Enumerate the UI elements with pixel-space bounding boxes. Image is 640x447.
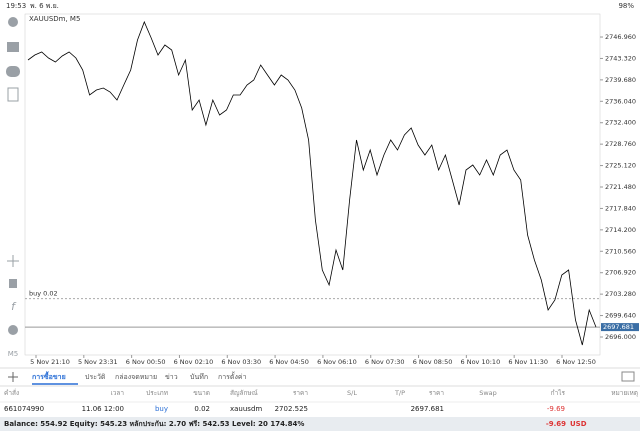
x-tick-label: 5 Nov 21:10 xyxy=(30,358,70,366)
trade-icon[interactable] xyxy=(7,42,19,52)
column-header: S/L xyxy=(347,389,357,397)
x-tick-label: 6 Nov 02:10 xyxy=(174,358,214,366)
total-profit: -9.69 xyxy=(546,420,566,428)
y-tick-label: 2714.200 xyxy=(605,226,636,234)
table-cell: 2702.525 xyxy=(275,405,308,413)
chat-icon[interactable] xyxy=(6,66,20,77)
column-header: Swap xyxy=(479,389,497,397)
table-cell: 11.06 12:00 xyxy=(82,405,124,413)
x-tick-label: 6 Nov 12:50 xyxy=(556,358,596,366)
column-header: ประเภท xyxy=(146,389,168,397)
table-cell: xauusdm xyxy=(230,405,262,413)
status-time: 19:53 xyxy=(6,2,26,10)
y-tick-label: 2736.040 xyxy=(605,97,636,105)
x-tick-label: 5 Nov 23:31 xyxy=(78,358,118,366)
new-order-icon[interactable] xyxy=(7,87,19,102)
indicator-icon[interactable] xyxy=(9,279,17,288)
plot: 2746.960 2743.320 2739.680 2736.040 2732.400… xyxy=(25,20,639,366)
table-cell: -9.69 xyxy=(547,405,565,413)
column-header: T/P xyxy=(394,389,405,397)
account-summary: Balance: 554.92 Equity: 545.23 หลักประกั… xyxy=(4,420,304,428)
currency: USD xyxy=(570,420,587,428)
y-tick-label: 2699.640 xyxy=(605,312,636,320)
function-icon[interactable]: f xyxy=(11,300,17,313)
x-tick-label: 6 Nov 03:30 xyxy=(221,358,261,366)
column-header: สัญลักษณ์ xyxy=(230,389,258,397)
status-date: พ. 6 พ.ย. xyxy=(30,2,59,10)
footer-bar xyxy=(0,417,640,431)
y-tick-label: 2732.400 xyxy=(605,119,636,127)
order-label: buy 0.02 xyxy=(29,290,58,298)
y-tick-label: 2743.320 xyxy=(605,54,636,62)
account-icon[interactable] xyxy=(8,17,18,27)
x-tick-label: 6 Nov 11:30 xyxy=(508,358,548,366)
timeframe-icon[interactable]: M5 xyxy=(8,350,19,358)
column-header: คำสั่ง xyxy=(4,388,19,397)
y-tick-label: 2728.760 xyxy=(605,140,636,148)
tab[interactable]: ประวัติ xyxy=(85,373,106,381)
tab[interactable]: กล่องจดหมาย xyxy=(115,373,157,381)
toolbar: f M5 xyxy=(6,17,20,358)
y-tick-label: 2706.920 xyxy=(605,269,636,277)
table-cell: 661074990 xyxy=(4,405,44,413)
x-tick-label: 6 Nov 10:10 xyxy=(461,358,501,366)
tabs: การซื้อขาย ประวัติ กล่องจดหมาย ข่าว บันทึก กา… xyxy=(32,370,247,385)
crosshair-icon[interactable] xyxy=(7,255,19,267)
table-cell: 0.02 xyxy=(194,405,210,413)
add-tab-icon[interactable] xyxy=(8,372,18,382)
table-cell: buy xyxy=(155,405,168,413)
y-tick-label: 2703.280 xyxy=(605,290,636,298)
tab[interactable]: การตั้งค่า xyxy=(218,370,247,381)
tab[interactable]: ข่าว xyxy=(165,373,178,381)
x-tick-label: 6 Nov 00:50 xyxy=(126,358,166,366)
column-header: หมายเหตุ xyxy=(611,389,638,397)
table-cell: 2697.681 xyxy=(411,405,444,413)
x-tick-label: 6 Nov 08:50 xyxy=(413,358,453,366)
price-line-series xyxy=(27,20,597,346)
y-tick-label: 2746.960 xyxy=(605,33,636,41)
table: คำสั่ง เวลา ประเภท ขนาด สัญลักษณ์ ราคา S/L T/P ร… xyxy=(0,388,640,413)
symbol-label: XAUUSDm, M5 xyxy=(29,15,80,23)
column-header: กำไร xyxy=(551,389,566,397)
column-header: ราคา xyxy=(429,389,444,397)
y-tick-label: 2717.840 xyxy=(605,204,636,212)
y-tick-label: 2739.680 xyxy=(605,76,636,84)
x-tick-label: 6 Nov 06:10 xyxy=(317,358,357,366)
column-header: เวลา xyxy=(110,389,124,397)
y-tick-label: 2725.120 xyxy=(605,162,636,170)
tab[interactable]: การซื้อขาย xyxy=(32,370,66,381)
plot-frame xyxy=(24,13,601,356)
x-tick-label: 6 Nov 07:30 xyxy=(365,358,405,366)
y-tick-label: 2696.000 xyxy=(605,333,636,341)
battery: 98% xyxy=(618,2,634,10)
objects-icon[interactable] xyxy=(8,325,18,335)
column-header: ราคา xyxy=(293,389,308,397)
tab[interactable]: บันทึก xyxy=(190,372,208,381)
price-tag-label: 2697.681 xyxy=(603,323,634,331)
y-tick-label: 2710.560 xyxy=(605,247,636,255)
price-tag xyxy=(601,323,639,332)
column-header: ขนาด xyxy=(193,389,210,397)
layout-icon[interactable] xyxy=(621,371,635,382)
y-tick-label: 2721.480 xyxy=(605,183,636,191)
x-tick-label: 6 Nov 04:50 xyxy=(269,358,309,366)
